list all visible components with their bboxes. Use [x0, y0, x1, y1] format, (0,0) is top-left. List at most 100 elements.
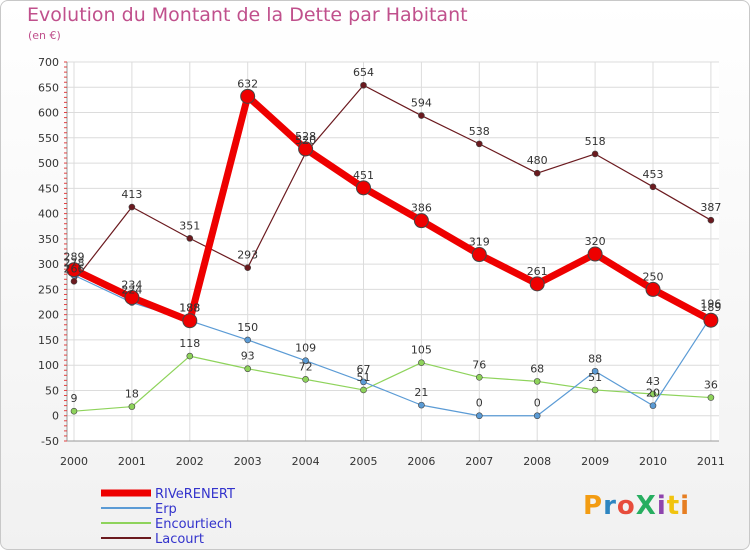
logo-letter: o: [616, 491, 636, 521]
data-label: 150: [237, 321, 258, 334]
x-tick-label: 2007: [465, 455, 493, 468]
data-point: [418, 359, 425, 366]
data-point: [360, 81, 367, 89]
data-label: 632: [237, 77, 258, 90]
data-label: 0: [476, 397, 483, 410]
y-tick-label: 300: [38, 258, 59, 271]
x-tick-label: 2001: [118, 455, 146, 468]
data-point: [533, 378, 541, 385]
logo-letter: P: [583, 491, 604, 521]
data-point: [244, 365, 251, 373]
legend-label: Erp: [155, 502, 177, 517]
data-point: [475, 374, 483, 381]
data-point: [533, 169, 541, 177]
data-point: [649, 390, 657, 398]
data-label: 387: [700, 201, 721, 214]
y-tick-label: 150: [38, 334, 59, 347]
data-point: [66, 262, 82, 278]
data-label: 453: [643, 168, 664, 181]
data-label: 51: [588, 371, 602, 384]
data-point: [182, 313, 198, 329]
data-point: [244, 336, 251, 344]
data-label: 266: [64, 262, 85, 275]
plot-area: [67, 62, 719, 441]
data-label: 289: [64, 251, 85, 264]
data-point: [298, 141, 314, 157]
legend-label: RIVeRENERT: [155, 487, 235, 502]
data-point: [360, 386, 367, 394]
data-point: [302, 376, 309, 383]
data-label: 250: [643, 270, 664, 283]
y-tick-label: 400: [38, 208, 59, 221]
y-tick-label: 100: [38, 359, 59, 372]
data-label: 21: [414, 386, 428, 399]
data-point: [360, 378, 367, 386]
x-tick-label: 2003: [234, 455, 262, 468]
data-label: 319: [469, 236, 490, 249]
x-tick-label: 2004: [292, 455, 320, 468]
data-label: 189: [700, 301, 721, 314]
data-point: [240, 88, 256, 104]
x-tick-label: 2008: [523, 455, 551, 468]
legend-label: Lacourt: [155, 532, 204, 547]
data-point: [649, 402, 657, 409]
logo-letter: t: [666, 491, 681, 521]
logo-letter: X: [635, 491, 657, 521]
data-point: [413, 213, 429, 229]
data-point: [128, 203, 136, 211]
data-label: 72: [299, 360, 313, 373]
data-label: 188: [179, 302, 200, 315]
data-label: 654: [353, 66, 374, 79]
data-point: [471, 247, 487, 263]
data-label: 118: [179, 337, 200, 350]
data-point: [703, 312, 719, 328]
data-label: 451: [353, 169, 374, 182]
data-label: 20: [646, 387, 660, 400]
data-point: [475, 412, 483, 420]
y-tick-label: 350: [38, 233, 59, 246]
data-point: [707, 394, 715, 401]
data-label: 480: [527, 154, 548, 167]
data-label: 528: [295, 130, 316, 143]
x-tick-label: 2006: [407, 455, 435, 468]
data-point: [418, 112, 425, 119]
data-point: [302, 357, 309, 364]
logo-letter: i: [680, 491, 691, 521]
x-tick-label: 2010: [639, 455, 667, 468]
y-tick-label: -50: [41, 435, 59, 448]
data-point: [186, 235, 194, 242]
y-tick-label: 450: [38, 182, 59, 195]
y-tick-label: 250: [38, 283, 59, 296]
data-point: [475, 140, 483, 148]
x-tick-label: 2009: [581, 455, 609, 468]
data-label: 43: [646, 375, 660, 388]
x-tick-label: 2002: [176, 455, 204, 468]
chart-title: Evolution du Montant de la Dette par Hab…: [27, 4, 468, 26]
data-label: 18: [125, 388, 139, 401]
series-line-riverenert: [72, 92, 713, 325]
data-label: 520: [295, 134, 316, 147]
data-label: 224: [121, 284, 142, 297]
data-label: 278: [64, 256, 85, 269]
data-label: 105: [411, 344, 432, 357]
data-label: 88: [588, 352, 602, 365]
data-point: [645, 281, 661, 297]
data-label: 36: [704, 379, 718, 392]
y-tick-label: 550: [38, 132, 59, 145]
data-label: 76: [472, 358, 486, 371]
logo-letter: i: [656, 491, 667, 521]
data-point: [70, 278, 78, 285]
data-label: 413: [121, 188, 142, 201]
data-point: [124, 289, 140, 305]
logo-letter: r: [603, 491, 617, 521]
y-tick-label: 600: [38, 107, 59, 120]
legend-label: Encourtiech: [155, 517, 232, 532]
y-tick-label: 500: [38, 157, 59, 170]
data-label: 261: [527, 265, 548, 278]
data-point: [591, 367, 599, 375]
x-tick-label: 2005: [350, 455, 378, 468]
data-label: 386: [411, 202, 432, 215]
data-label: 0: [534, 397, 541, 410]
data-point: [533, 412, 541, 420]
